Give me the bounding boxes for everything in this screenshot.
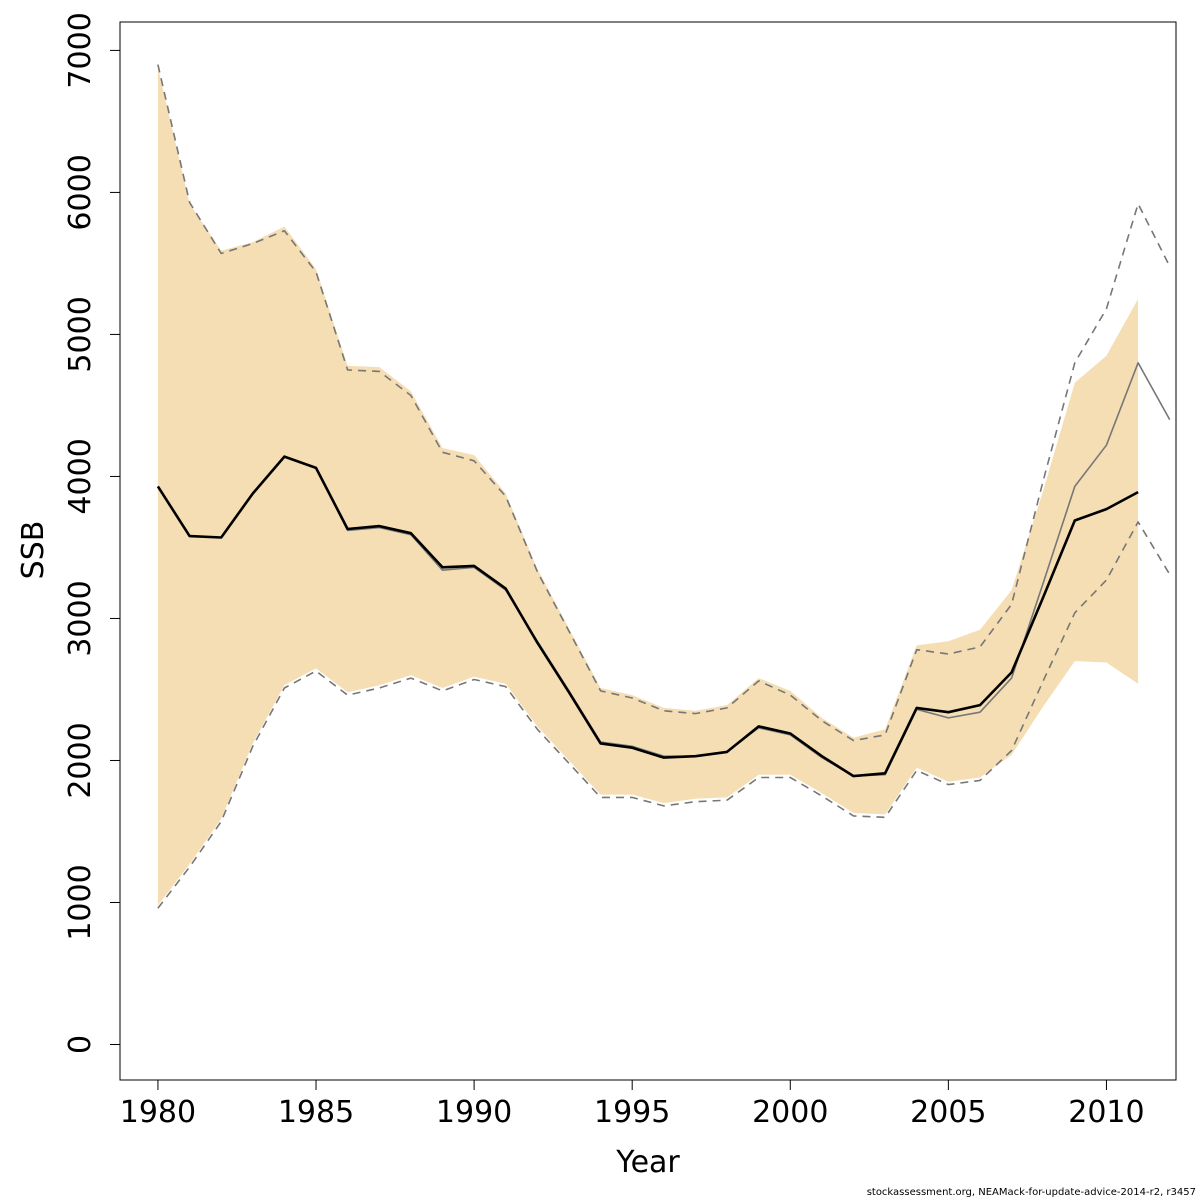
x-tick-label: 1990 [436,1095,512,1130]
x-tick-label: 1985 [278,1095,354,1130]
x-tick-label: 2010 [1068,1095,1144,1130]
y-tick-label: 5000 [63,296,98,372]
footer-credit: stockassessment.org, NEAMack-for-update-… [866,1187,1196,1198]
y-tick-label: 0 [63,1035,98,1054]
y-tick-label: 7000 [63,12,98,88]
series-line-estimate [156,455,1139,778]
x-axis-title: Year [615,1145,680,1180]
x-tick-label: 1980 [120,1095,196,1130]
series-line-retro-low [157,521,1171,909]
confidence-band [157,67,1139,906]
axes: 1980 1985 1990 1995 2000 2005 2010 0 1000 2000 300… [63,12,1177,1130]
plot-frame [119,21,1177,1081]
y-tick-label: 6000 [63,154,98,230]
y-tick-label: 4000 [63,438,98,514]
series-group [156,64,1171,909]
x-tick-label: 2005 [910,1095,986,1130]
plot-area [156,64,1171,909]
y-axis-title: SSB [16,521,51,580]
y-tick-label: 2000 [63,722,98,798]
y-tick-label: 1000 [63,864,98,940]
y-tick-label: 3000 [63,580,98,656]
x-tick-label: 2000 [752,1095,828,1130]
series-line-retro-high [157,64,1171,742]
x-tick-label: 1995 [594,1095,670,1130]
